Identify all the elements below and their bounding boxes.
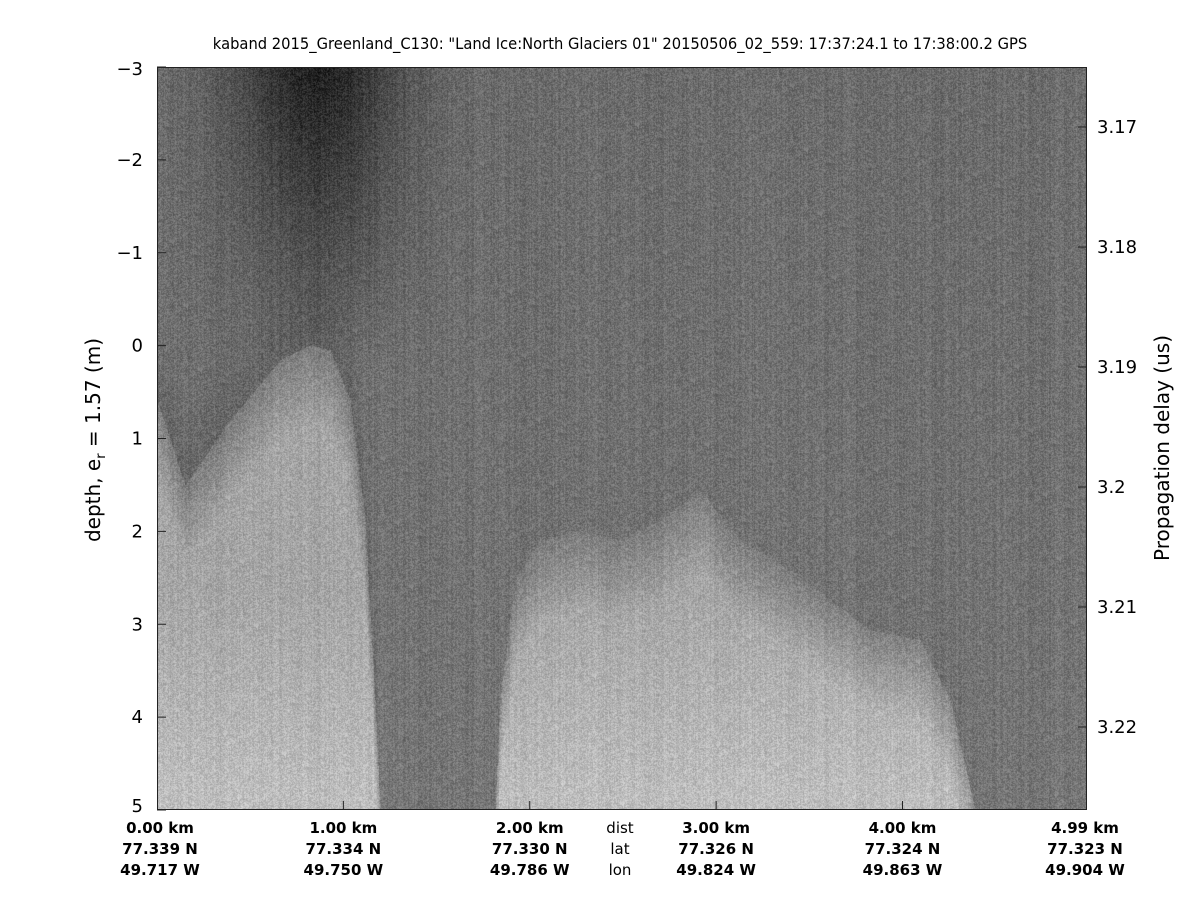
y-tick-label-left: −1 [116,243,143,264]
x-label-lat: 77.339 N [122,840,198,858]
row-label-lon: lon [608,861,632,879]
x-label-lon: 49.824 W [676,861,756,879]
y-tick-label-left: 2 [132,521,143,542]
x-label-lon: 49.863 W [862,861,943,879]
y-tick-label-left: −2 [116,150,143,171]
y-tick-label-left: 3 [132,614,143,635]
y-tick-label-right: 3.21 [1097,597,1137,618]
y-axis-label-left: depth, er = 1.57 (m) [81,338,109,542]
x-label-dist: 0.00 km [126,819,194,837]
x-label-lat: 77.330 N [491,840,568,858]
x-label-lat: 77.326 N [678,840,754,858]
y-tick-label-right: 3.2 [1097,477,1126,498]
x-label-dist: 4.99 km [1051,819,1119,837]
x-label-lat: 77.323 N [1047,840,1123,858]
row-label-lat: lat [610,840,630,858]
x-label-dist: 3.00 km [682,819,751,837]
y-tick-label-left: 0 [132,336,143,357]
x-label-lon: 49.904 W [1045,861,1125,879]
x-label-dist: 2.00 km [495,819,564,837]
x-label-lat: 77.334 N [305,840,382,858]
row-label-dist: dist [606,819,634,837]
y-tick-label-right: 3.22 [1097,717,1137,738]
ylabel-suffix: = 1.57 (m) [81,337,105,454]
x-label-dist: 1.00 km [309,819,378,837]
ylabel-main: depth, e [81,458,105,543]
ylabel-sub: r [94,453,109,459]
y-tick-label-right: 3.17 [1097,117,1137,138]
y-tick-label-right: 3.19 [1097,357,1137,378]
y-axis-label-right: Propagation delay (us) [1150,334,1174,562]
x-label-lon: 49.750 W [303,861,384,879]
chart-title: kaband 2015_Greenland_C130: "Land Ice:No… [212,34,1028,53]
y-tick-label-right: 3.18 [1097,237,1137,258]
y-tick-label-left: −3 [116,59,143,80]
x-label-lon: 49.717 W [120,861,200,879]
y-tick-label-left: 4 [132,707,143,728]
x-label-dist: 4.00 km [868,819,937,837]
x-label-lat: 77.324 N [864,840,941,858]
y-tick-label-left: 1 [132,429,143,450]
y-tick-label-left: 5 [132,796,143,817]
x-label-lon: 49.786 W [489,861,570,879]
echogram-image [157,67,1087,810]
